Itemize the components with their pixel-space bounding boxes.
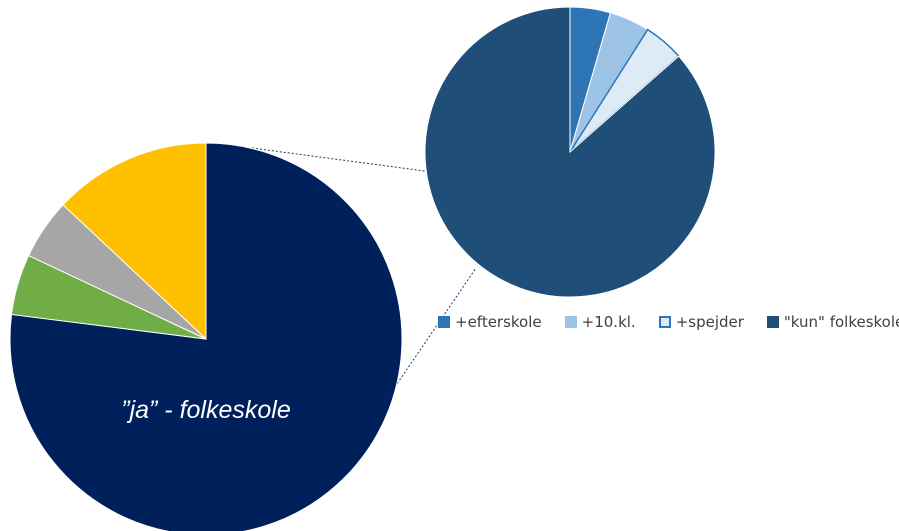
legend-swatch <box>658 316 671 328</box>
small-pie-legend: +efterskole +10.kl. +spejder "kun" folkesko… <box>438 313 899 331</box>
big-pie-slice-3 <box>62 142 207 341</box>
legend-swatch <box>766 316 779 328</box>
big-pie-chart <box>9 142 403 531</box>
legend-swatch <box>438 316 450 328</box>
legend-item-2: +spejder <box>658 313 744 331</box>
legend-item-1: +10.kl. <box>564 313 636 331</box>
legend-label: +spejder <box>675 313 744 331</box>
legend-label: +10.kl. <box>581 313 636 331</box>
small-pie-slice-3 <box>424 6 716 298</box>
slice-label-ja-folkeskole: ”ja” - folkeskole <box>121 396 291 424</box>
legend-item-3: "kun" folkeskole <box>766 313 899 331</box>
small-pie-chart <box>424 6 716 298</box>
legend-label: "kun" folkeskole <box>783 313 899 331</box>
legend-label: +efterskole <box>455 313 542 331</box>
zoom-connector-lines <box>251 147 477 401</box>
legend-item-0: +efterskole <box>438 313 542 331</box>
connector-line-1 <box>385 267 477 401</box>
big-pie-slice-0 <box>9 142 403 531</box>
legend-swatch <box>564 316 577 328</box>
